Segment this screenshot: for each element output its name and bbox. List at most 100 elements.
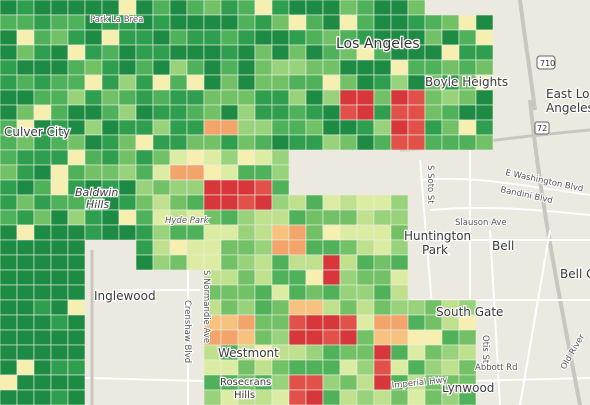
tract [305, 224, 324, 241]
tract [16, 254, 35, 271]
tract [271, 254, 290, 271]
place-label: Lynwood [442, 381, 494, 395]
tract [458, 14, 477, 31]
tract [33, 209, 52, 226]
tract [152, 59, 171, 76]
tract [220, 164, 239, 181]
tract [407, 389, 426, 405]
tract [322, 14, 341, 31]
tract [50, 329, 69, 346]
tract [305, 89, 324, 106]
tract [50, 224, 69, 241]
place-label: Hills [234, 390, 255, 401]
tract [424, 134, 443, 151]
tract [356, 389, 375, 405]
tract [84, 104, 103, 121]
tract [33, 149, 52, 166]
tract [67, 239, 86, 256]
tract [271, 134, 290, 151]
tract [118, 29, 137, 46]
tract [220, 284, 239, 301]
tract [458, 29, 477, 46]
tract [169, 254, 188, 271]
tract [203, 29, 222, 46]
tract [322, 89, 341, 106]
tract [33, 359, 52, 376]
tract [50, 29, 69, 46]
tract [135, 89, 154, 106]
tract [33, 59, 52, 76]
tract [220, 359, 239, 376]
tract [271, 119, 290, 136]
tract [67, 224, 86, 241]
tract [33, 374, 52, 391]
tract [390, 59, 409, 76]
tract [424, 329, 443, 346]
tract [356, 224, 375, 241]
tract [169, 59, 188, 76]
tract [101, 59, 120, 76]
tract [118, 59, 137, 76]
tract [0, 179, 18, 196]
tract [0, 14, 18, 31]
tract [0, 314, 18, 331]
tract [407, 134, 426, 151]
tract [424, 104, 443, 121]
place-label: Rosecrans [220, 377, 271, 388]
tract [271, 224, 290, 241]
tract [356, 89, 375, 106]
shield-label: 72 [537, 124, 547, 133]
tract [118, 164, 137, 181]
tract [50, 209, 69, 226]
tract [288, 254, 307, 271]
tract [220, 104, 239, 121]
tract [50, 239, 69, 256]
tract [373, 344, 392, 361]
place-label: Baldwin [75, 186, 118, 199]
tract [373, 14, 392, 31]
tract [16, 29, 35, 46]
tract [203, 164, 222, 181]
tract [339, 284, 358, 301]
tract [390, 14, 409, 31]
tract [135, 59, 154, 76]
tract [339, 344, 358, 361]
tract [339, 374, 358, 391]
tract [67, 44, 86, 61]
tract [67, 119, 86, 136]
tract [356, 284, 375, 301]
tract [288, 224, 307, 241]
tract [50, 0, 69, 16]
tract [16, 269, 35, 286]
tract [322, 314, 341, 331]
tract [322, 209, 341, 226]
place-label: Hills [86, 198, 109, 211]
place-label: Huntington [404, 229, 471, 243]
tract [339, 389, 358, 405]
tract [152, 0, 171, 16]
tract [254, 44, 273, 61]
tract [237, 59, 256, 76]
tract [424, 389, 443, 405]
tract [254, 104, 273, 121]
tract [288, 29, 307, 46]
tract [288, 74, 307, 91]
tract [305, 254, 324, 271]
tract [237, 179, 256, 196]
tract [254, 119, 273, 136]
shield-label: 710 [540, 59, 555, 68]
tract [356, 314, 375, 331]
tract [356, 194, 375, 211]
tract [271, 239, 290, 256]
tract [203, 179, 222, 196]
tract [305, 239, 324, 256]
tract [67, 344, 86, 361]
tract [0, 59, 18, 76]
tract [237, 164, 256, 181]
tract [305, 374, 324, 391]
tract [220, 134, 239, 151]
tract [390, 284, 409, 301]
tract [101, 29, 120, 46]
tract [84, 209, 103, 226]
tract [339, 329, 358, 346]
